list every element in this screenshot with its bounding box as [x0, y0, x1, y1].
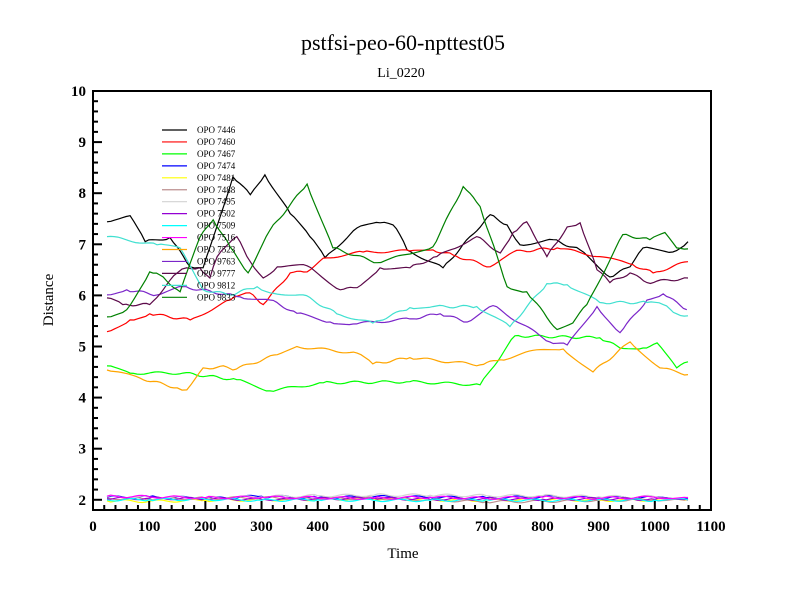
x-tick-label: 400 [306, 519, 329, 535]
legend-label: OPO 7446 [197, 125, 236, 135]
x-tick-label: 300 [250, 519, 273, 535]
series-line-opo-9763 [106, 285, 688, 346]
x-tick-label: 700 [475, 519, 498, 535]
legend-label: OPO 7509 [197, 221, 236, 231]
x-tick-label: 600 [419, 519, 442, 535]
legend-label: OPO 7467 [197, 149, 236, 159]
series-line-opo-7467 [106, 334, 689, 392]
x-tick-label: 0 [89, 519, 97, 535]
y-tick-label: 2 [79, 493, 87, 509]
x-tick-label: 1000 [640, 519, 670, 535]
legend-label: OPO 7481 [197, 173, 235, 183]
y-tick-label: 7 [79, 237, 87, 253]
series-line-opo-7446 [106, 173, 689, 278]
y-axis-label: Distance [41, 273, 57, 326]
y-tick-label: 9 [79, 135, 87, 151]
y-tick-label: 8 [79, 186, 87, 202]
legend-label: OPO 7502 [197, 209, 235, 219]
chart-title: pstfsi-peo-60-npttest05 [301, 30, 505, 55]
legend-label: OPO 9777 [197, 268, 236, 278]
series-line-opo-9833 [106, 182, 689, 331]
legend: OPO 7446 OPO 7460 OPO 7467 OPO 7474 OPO 7481… [162, 125, 236, 302]
legend-label: OPO 7474 [197, 161, 236, 171]
y-tick-label: 4 [79, 391, 87, 407]
series-line-opo-7516 [106, 494, 689, 501]
x-tick-label: 900 [587, 519, 610, 535]
chart-subtitle: Li_0220 [377, 66, 424, 81]
y-tick-label: 3 [79, 442, 87, 458]
x-tick-label: 1100 [696, 519, 725, 535]
x-tick-label: 200 [194, 519, 217, 535]
series-line-opo-7523 [106, 341, 689, 391]
legend-label: OPO 7495 [197, 197, 236, 207]
legend-label: OPO 7516 [197, 233, 236, 243]
legend-label: OPO 7460 [197, 137, 236, 147]
plot-frame [92, 90, 712, 511]
x-tick-label: 500 [363, 519, 386, 535]
x-axis-label: Time [387, 546, 418, 562]
legend-label: OPO 9763 [197, 256, 236, 266]
y-tick-label: 10 [71, 84, 86, 100]
x-tick-label: 100 [138, 519, 161, 535]
legend-label: OPO 9812 [197, 280, 235, 290]
axes: 0 100 200 300 400 500 600 700 800 900 1000 1100 2 3 4 5… [71, 84, 726, 535]
series-line-opo-9777 [106, 221, 689, 307]
series-layer [106, 173, 689, 504]
x-tick-label: 800 [531, 519, 554, 535]
legend-label: OPO 7488 [197, 185, 236, 195]
legend-label: OPO 7523 [197, 245, 236, 255]
legend-label: OPO 9833 [197, 292, 236, 302]
y-tick-label: 5 [79, 339, 87, 355]
y-tick-label: 6 [79, 288, 87, 304]
